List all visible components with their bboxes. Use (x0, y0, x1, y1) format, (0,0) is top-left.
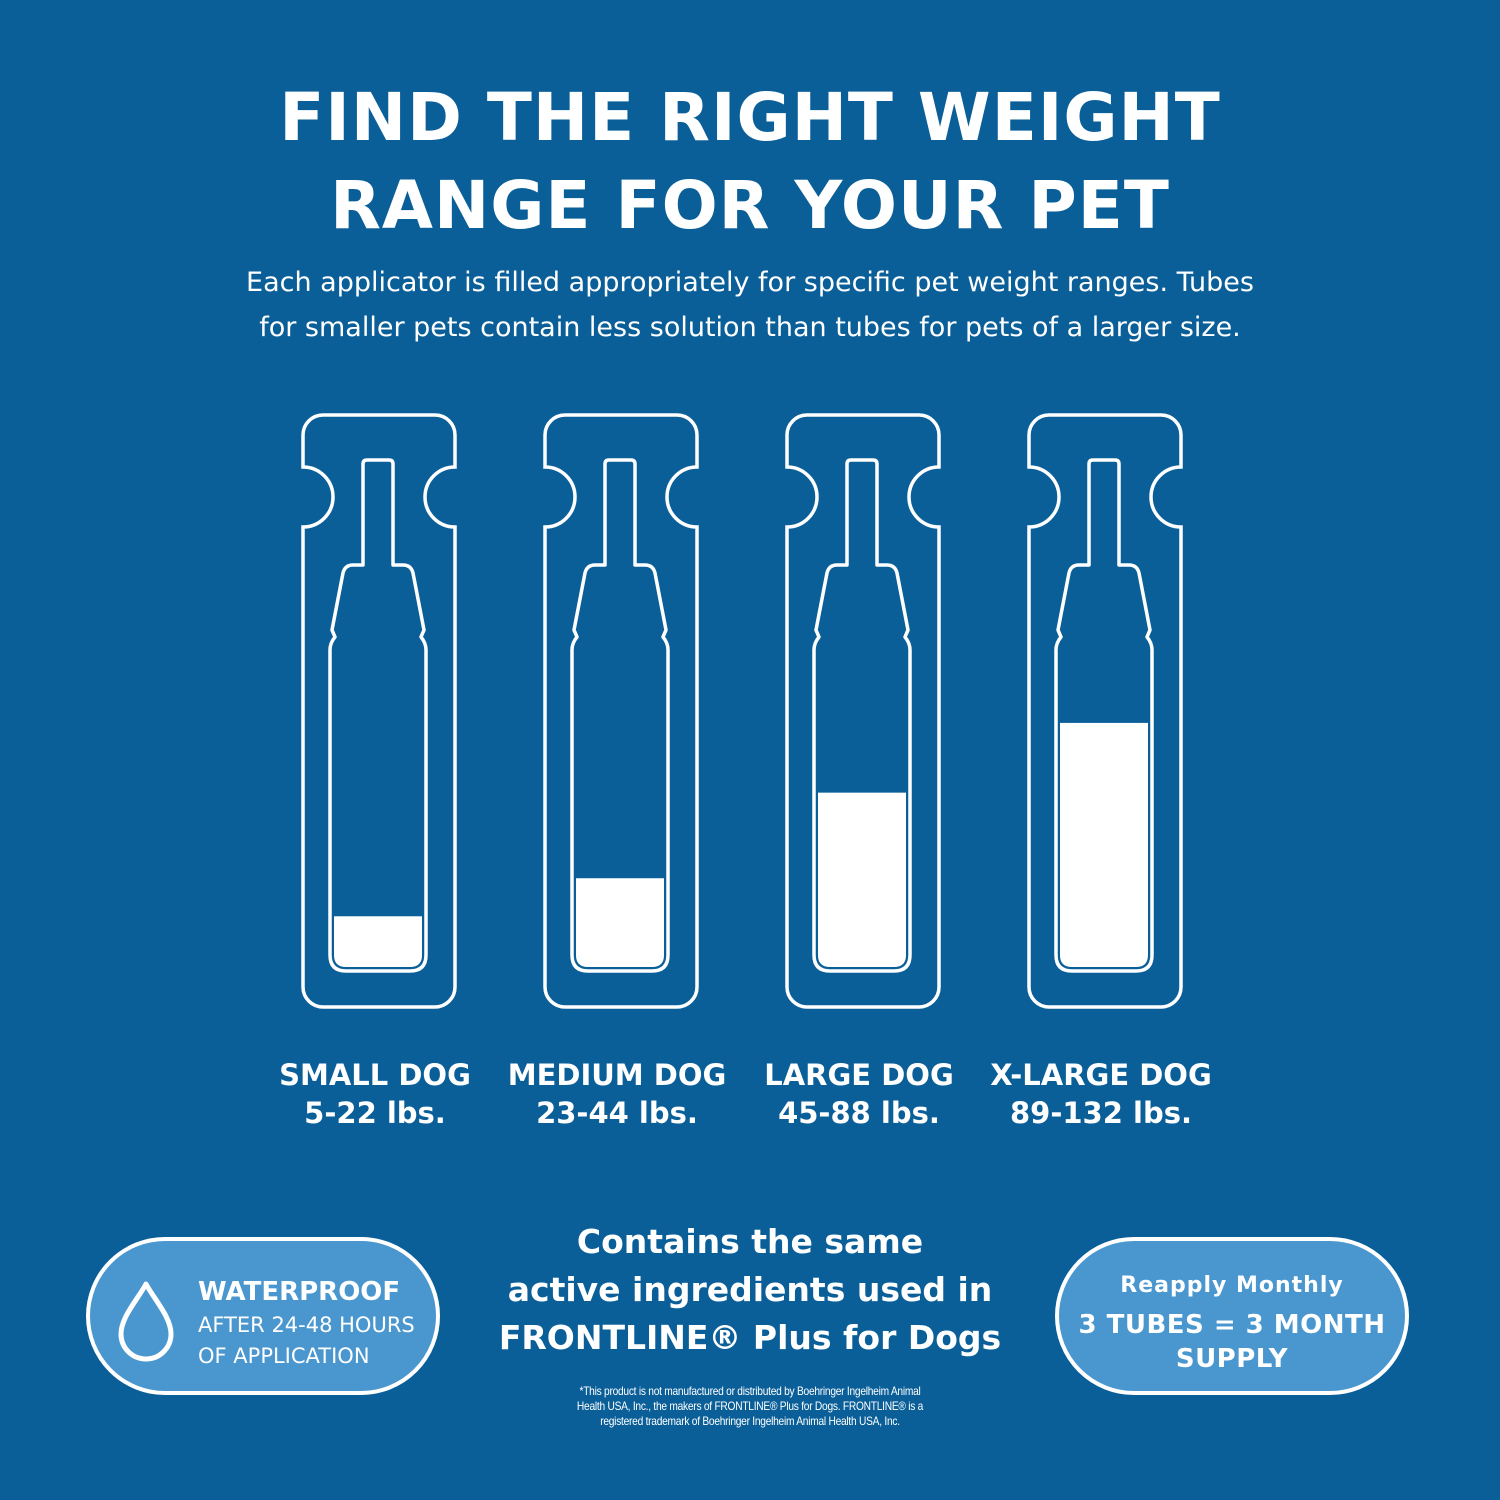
supply-line-1: 3 TUBES = 3 MONTH (1078, 1310, 1386, 1340)
water-drop-icon (118, 1281, 174, 1362)
tube-label-large: LARGE DOG 45-88 lbs. (729, 1056, 989, 1132)
tube-name: SMALL DOG (279, 1058, 471, 1092)
claim-line-1: Contains the same (576, 1222, 924, 1261)
ingredients-claim: Contains the same active ingredients use… (480, 1218, 1020, 1362)
solution-fill (576, 878, 664, 967)
tube-name: LARGE DOG (764, 1058, 954, 1092)
bottle-outline (328, 458, 428, 973)
applicator-outline (785, 413, 941, 1009)
waterproof-line-1: AFTER 24-48 HOURS (198, 1313, 415, 1337)
claim-line-2: active ingredients used in (507, 1270, 993, 1309)
disclaimer-line-2: Health USA, Inc., the makers of FRONTLIN… (576, 1399, 924, 1413)
reapply-heading: Reapply Monthly (1120, 1273, 1344, 1298)
solution-fill (334, 916, 422, 967)
tube-range: 89-132 lbs. (1009, 1096, 1192, 1130)
subtitle-line-1: Each applicator is filled appropriately … (246, 267, 1254, 298)
bottle-outline (570, 458, 670, 973)
tube-1 (301, 413, 457, 1009)
applicator-outline (1027, 413, 1183, 1009)
title-line-2: RANGE FOR YOUR PET (330, 167, 1170, 244)
bottle-outline (1054, 458, 1154, 973)
tube-4 (1027, 413, 1183, 1009)
applicator-outline (543, 413, 699, 1009)
waterproof-line-2: OF APPLICATION (198, 1344, 370, 1368)
bottle-outline (812, 458, 912, 973)
tube-range: 23-44 lbs. (536, 1096, 698, 1130)
supply-line-2: SUPPLY (1175, 1344, 1289, 1374)
waterproof-heading: WATERPROOF (198, 1277, 401, 1307)
tube-label-xlarge: X-LARGE DOG 89-132 lbs. (971, 1056, 1231, 1132)
applicator-outline (301, 413, 457, 1009)
tube-label-small: SMALL DOG 5-22 lbs. (245, 1056, 505, 1132)
reapply-badge: Reapply Monthly 3 TUBES = 3 MONTH SUPPLY (1055, 1237, 1409, 1395)
waterproof-badge: WATERPROOF AFTER 24-48 HOURS OF APPLICAT… (86, 1237, 440, 1395)
disclaimer: *This product is not manufactured or dis… (572, 1384, 929, 1429)
tube-2 (543, 413, 699, 1009)
applicator-tubes (301, 413, 1183, 1009)
tube-3 (785, 413, 941, 1009)
subtitle-line-2: for smaller pets contain less solution t… (259, 312, 1241, 343)
title-line-1: FIND THE RIGHT WEIGHT (279, 79, 1221, 156)
page-title: FIND THE RIGHT WEIGHT RANGE FOR YOUR PET (0, 74, 1500, 250)
claim-line-3: FRONTLINE® Plus for Dogs (498, 1318, 1002, 1357)
subtitle: Each applicator is filled appropriately … (0, 260, 1500, 350)
tube-name: X-LARGE DOG (990, 1058, 1212, 1092)
disclaimer-line-1: *This product is not manufactured or dis… (579, 1384, 921, 1398)
tube-name: MEDIUM DOG (507, 1058, 727, 1092)
solution-fill (1060, 722, 1148, 967)
tube-range: 5-22 lbs. (304, 1096, 446, 1130)
tube-range: 45-88 lbs. (778, 1096, 940, 1130)
solution-fill (818, 792, 906, 967)
tube-label-medium: MEDIUM DOG 23-44 lbs. (487, 1056, 747, 1132)
disclaimer-line-3: registered trademark of Boehringer Ingel… (600, 1414, 900, 1428)
